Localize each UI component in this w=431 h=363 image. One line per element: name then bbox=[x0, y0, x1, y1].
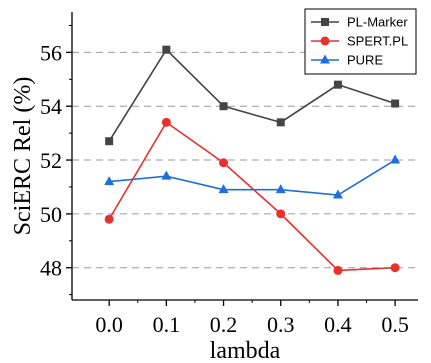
legend-marker bbox=[320, 36, 330, 46]
data-point-spert-pl bbox=[276, 209, 286, 219]
data-point-pure bbox=[218, 184, 229, 194]
data-point-pl-marker bbox=[333, 80, 342, 89]
data-point-pl-marker bbox=[105, 137, 114, 146]
data-point-pl-marker bbox=[276, 118, 285, 127]
ticks: 48 50 52 54 56 0.0 0.1 0.2 0.3 0.4 0.5 bbox=[40, 24, 409, 337]
x-tick-label: 0.2 bbox=[210, 312, 238, 337]
series-line-spert-pl bbox=[108, 121, 396, 272]
y-tick-label: 48 bbox=[40, 256, 62, 281]
legend-label: SPERT.PL bbox=[347, 34, 408, 49]
data-point-pure bbox=[275, 184, 286, 194]
legend-marker bbox=[321, 18, 329, 26]
legend-marker bbox=[320, 54, 330, 64]
data-point-spert-pl bbox=[333, 265, 343, 275]
x-tick-label: 0.0 bbox=[95, 312, 123, 337]
y-tick-label: 56 bbox=[40, 40, 62, 65]
legend-label: PL-Marker bbox=[347, 15, 408, 30]
series-line-pl-marker bbox=[108, 48, 396, 142]
series-spert-pl bbox=[104, 117, 400, 275]
legend-label: PURE bbox=[347, 53, 383, 68]
x-tick-label: 0.4 bbox=[324, 312, 352, 337]
x-tick-label: 0.5 bbox=[381, 312, 409, 337]
data-point-spert-pl bbox=[104, 214, 114, 224]
data-point-pl-marker bbox=[162, 45, 171, 54]
data-point-spert-pl bbox=[161, 117, 171, 127]
y-tick-label: 50 bbox=[40, 202, 62, 227]
x-tick-label: 0.3 bbox=[267, 312, 295, 337]
data-point-pure bbox=[390, 154, 401, 164]
data-point-spert-pl bbox=[390, 263, 400, 273]
data-point-pure bbox=[161, 170, 172, 180]
x-axis-title: lambda bbox=[210, 338, 281, 363]
data-point-spert-pl bbox=[219, 158, 229, 168]
data-point-pl-marker bbox=[219, 102, 228, 111]
gridlines bbox=[72, 51, 418, 269]
y-tick-label: 52 bbox=[40, 148, 62, 173]
series-pl-marker bbox=[105, 45, 400, 146]
data-point-pure bbox=[104, 176, 115, 186]
x-tick-label: 0.1 bbox=[153, 312, 181, 337]
y-tick-label: 54 bbox=[40, 94, 62, 119]
data-point-pure bbox=[332, 189, 343, 199]
series-pure bbox=[104, 154, 401, 199]
data-point-pl-marker bbox=[391, 99, 400, 108]
series-group bbox=[104, 45, 401, 275]
y-axis-title: SciERC Rel (%) bbox=[10, 77, 36, 236]
legend: PL-Marker SPERT.PL PURE bbox=[304, 8, 417, 75]
series-line-pure bbox=[109, 159, 396, 196]
axes bbox=[71, 12, 418, 301]
